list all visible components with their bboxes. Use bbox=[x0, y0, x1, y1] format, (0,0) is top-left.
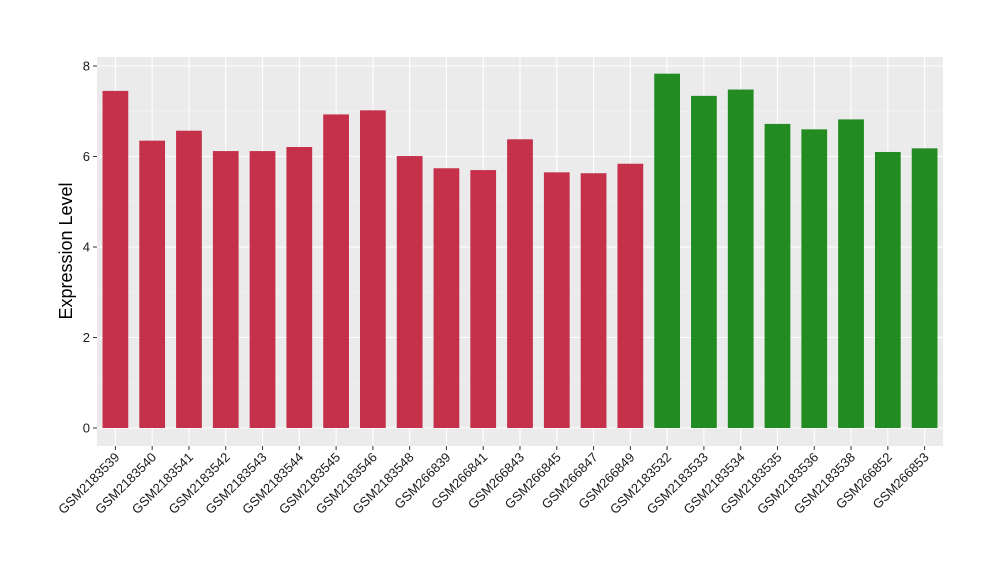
bar bbox=[764, 123, 791, 429]
bar bbox=[323, 114, 349, 428]
bar bbox=[911, 148, 938, 429]
bar bbox=[176, 130, 202, 428]
bar bbox=[396, 156, 423, 429]
y-tick-label: 8 bbox=[83, 59, 90, 74]
bar bbox=[139, 140, 166, 428]
bar bbox=[286, 146, 313, 428]
bar bbox=[580, 173, 607, 428]
bar bbox=[102, 90, 129, 428]
y-tick-label: 2 bbox=[83, 330, 90, 345]
bar bbox=[433, 168, 460, 428]
x-axis: GSM2183539GSM2183540GSM2183541GSM2183542… bbox=[55, 446, 932, 517]
y-axis: 0 2 4 6 8 bbox=[83, 59, 97, 436]
bar bbox=[727, 89, 754, 428]
bar bbox=[212, 151, 239, 428]
y-tick-label: 6 bbox=[83, 149, 90, 164]
bar bbox=[359, 110, 386, 428]
bar bbox=[654, 73, 681, 428]
bar bbox=[691, 95, 717, 429]
bar bbox=[470, 170, 497, 428]
bar bbox=[874, 151, 901, 428]
bar bbox=[617, 163, 644, 429]
bar bbox=[507, 139, 533, 428]
bar bbox=[838, 119, 864, 429]
y-axis-title: Expression Level bbox=[56, 182, 76, 319]
bars-layer bbox=[102, 73, 938, 429]
y-tick-label: 4 bbox=[83, 240, 90, 255]
bar bbox=[543, 172, 570, 428]
bar bbox=[801, 129, 828, 428]
bar bbox=[249, 151, 276, 428]
y-tick-label: 0 bbox=[83, 421, 90, 436]
